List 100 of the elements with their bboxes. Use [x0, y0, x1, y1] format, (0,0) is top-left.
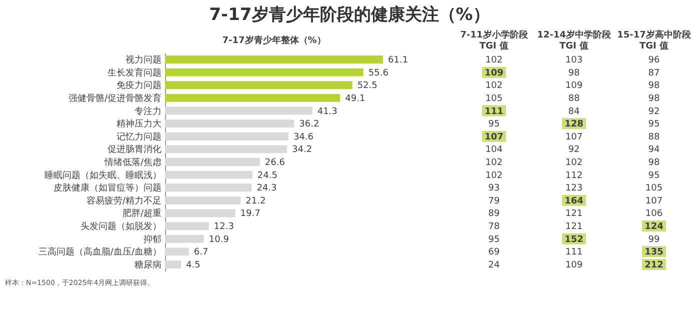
data-label: 52.5 — [357, 81, 378, 92]
data-label: 49.1 — [345, 94, 366, 104]
data-label: 109 — [565, 260, 583, 270]
y-tick-label: 肥胖/超重 — [122, 208, 162, 220]
bar — [165, 106, 312, 115]
data-label: 121 — [565, 222, 583, 232]
bar — [165, 260, 182, 268]
data-label: 106 — [645, 209, 663, 220]
data-label: 19.7 — [240, 209, 260, 220]
data-label: 21.2 — [246, 196, 266, 206]
data-label: 88 — [648, 132, 660, 142]
data-label: 107 — [645, 196, 663, 206]
data-label: 164 — [564, 196, 584, 206]
data-label: 36.2 — [299, 120, 320, 130]
bar — [165, 56, 383, 64]
data-label: 105 — [645, 184, 663, 194]
data-label: 111 — [565, 248, 583, 258]
data-label: 112 — [565, 170, 583, 181]
y-tick-label: 三高问题（高血脂/血压/血糖） — [38, 246, 162, 258]
data-label: 111 — [484, 106, 504, 117]
data-label: 105 — [485, 94, 503, 104]
data-label: 24 — [488, 260, 500, 270]
data-label: 212 — [644, 260, 664, 270]
data-label: 99 — [648, 234, 660, 245]
data-label: 123 — [565, 184, 583, 194]
data-label: 92 — [568, 145, 580, 156]
bar — [165, 94, 340, 102]
y-tick-label: 容易疲劳/精力不足 — [86, 195, 162, 206]
y-tick-label: 情绪低落/焦虑 — [103, 157, 162, 168]
y-tick-label: 强健骨骼/促进骨骼发育 — [68, 92, 162, 104]
data-label: 95 — [488, 120, 500, 130]
bar — [165, 68, 364, 76]
bar — [165, 132, 288, 140]
data-label: 104 — [485, 145, 503, 156]
y-tick-label: 糖尿病 — [134, 259, 162, 270]
data-label: 109 — [484, 68, 504, 78]
data-label: 26.6 — [264, 158, 286, 168]
x-tick-label: 12-14岁中学阶段 TGI 值 — [537, 30, 612, 52]
y-tick-label: 专注力 — [134, 106, 162, 117]
bar — [165, 196, 241, 204]
data-label: 107 — [484, 132, 504, 142]
data-label: 24.5 — [257, 170, 278, 181]
bar — [165, 209, 236, 218]
y-tick-label: 免疫力问题 — [116, 80, 162, 92]
bar — [165, 120, 294, 128]
bar — [165, 222, 209, 230]
bar — [165, 158, 260, 166]
y-tick-label: 头发问题（如脱发） — [80, 221, 162, 232]
data-label: 87 — [648, 68, 660, 78]
y-tick-label: 睡眠问题（如失眠、睡眠浅） — [44, 170, 162, 181]
data-label: 102 — [485, 81, 503, 92]
data-label: 88 — [568, 94, 580, 104]
data-label: 92 — [648, 106, 660, 117]
data-label: 12.3 — [214, 222, 234, 232]
data-label: 89 — [488, 209, 500, 220]
data-label: 98 — [568, 68, 580, 78]
bar — [165, 184, 252, 192]
data-label: 96 — [648, 56, 660, 66]
data-label: 84 — [568, 106, 580, 117]
bar — [165, 234, 204, 243]
data-label: 34.6 — [293, 132, 314, 142]
data-label: 98 — [648, 94, 660, 104]
data-label: 10.9 — [208, 234, 230, 245]
data-label: 124 — [644, 222, 664, 232]
data-label: 98 — [648, 81, 660, 92]
data-label: 79 — [488, 196, 500, 206]
data-label: 41.3 — [317, 106, 338, 117]
data-label: 24.3 — [256, 184, 277, 194]
bar — [165, 248, 189, 256]
data-label: 95 — [648, 120, 660, 130]
data-label: 128 — [564, 120, 584, 130]
data-label: 69 — [488, 248, 500, 258]
bar — [165, 145, 288, 154]
data-label: 55.6 — [368, 68, 389, 78]
data-label: 103 — [565, 56, 583, 66]
y-tick-label: 促进肠胃消化 — [108, 144, 162, 156]
data-label: 98 — [648, 158, 660, 168]
y-tick-label: 生长发育问题 — [108, 67, 162, 78]
chart-title: 7-17岁青少年阶段的健康关注（%） — [209, 5, 490, 25]
y-tick-label: 精神压力大 — [116, 118, 162, 130]
x-tick-label: 15-17岁高中阶段 TGI 值 — [617, 30, 692, 52]
data-label: 152 — [564, 234, 584, 245]
data-label: 61.1 — [388, 56, 408, 66]
data-label: 94 — [648, 145, 660, 156]
data-label: 102 — [565, 158, 583, 168]
data-label: 4.5 — [186, 260, 200, 270]
data-label: 109 — [565, 81, 583, 92]
bar — [165, 81, 352, 90]
data-label: 93 — [488, 184, 500, 194]
data-label: 95 — [648, 170, 660, 181]
y-tick-label: 皮肤健康（如冒痘等）问题 — [54, 182, 162, 194]
data-label: 135 — [644, 248, 664, 258]
chart-subtitle: 7-17岁青少年整体（%） — [222, 35, 326, 46]
bar — [165, 170, 252, 179]
data-label: 34.2 — [292, 145, 312, 156]
y-tick-label: 视力问题 — [126, 54, 162, 66]
data-label: 6.7 — [194, 248, 208, 258]
x-tick-label: 7-11岁小学阶段 TGI 值 — [460, 30, 529, 52]
data-label: 102 — [485, 56, 503, 66]
data-label: 95 — [488, 234, 500, 245]
